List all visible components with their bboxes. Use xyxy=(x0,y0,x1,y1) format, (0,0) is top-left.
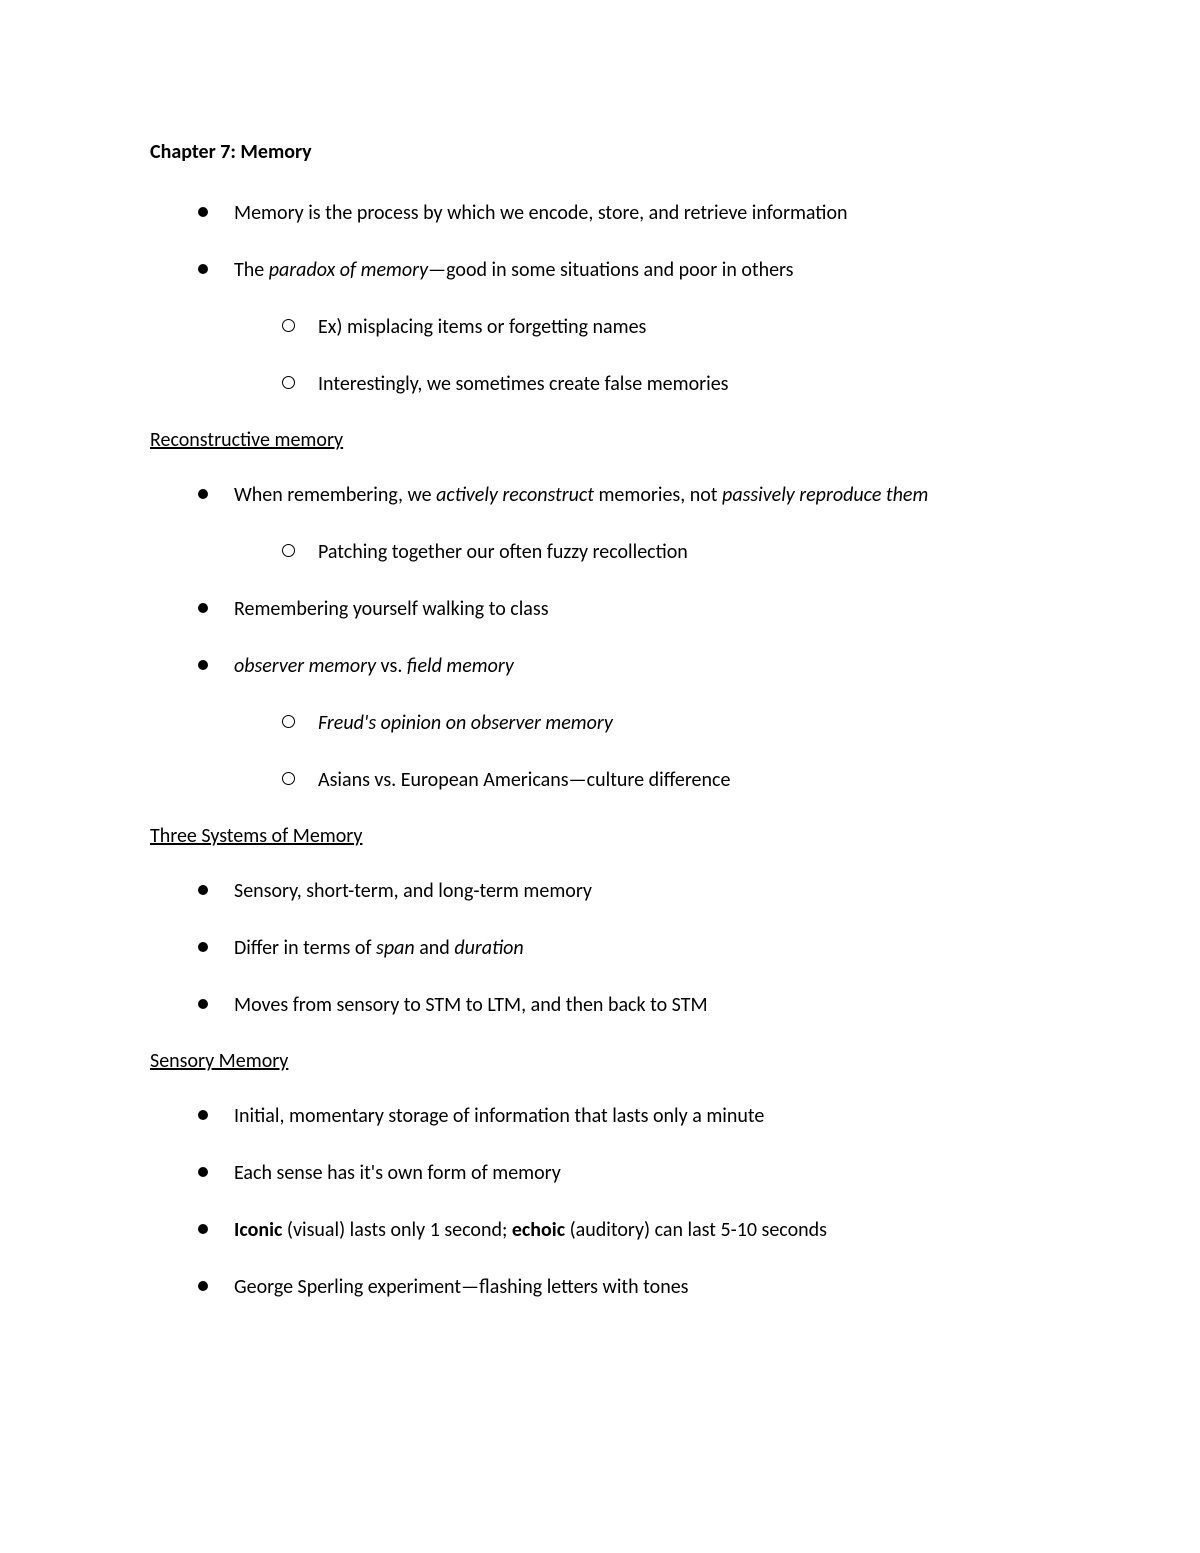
text-segment: paradox of memory xyxy=(269,258,428,282)
bullet-text: Sensory, short-term, and long-term memor… xyxy=(234,879,592,903)
bullet-item: Memory is the process by which we encode… xyxy=(198,200,1050,227)
text-segment: Differ in terms of xyxy=(234,936,376,960)
bullet-text: Initial, momentary storage of informatio… xyxy=(234,1104,764,1128)
bullet-item: Each sense has it's own form of memory xyxy=(198,1160,1050,1187)
text-segment: (visual) lasts only 1 second; xyxy=(282,1218,511,1242)
bullet-text: Each sense has it's own form of memory xyxy=(234,1161,561,1185)
section-bullet-list: When remembering, we actively reconstruc… xyxy=(150,482,1050,794)
document-page: Chapter 7: Memory Memory is the process … xyxy=(0,0,1200,1553)
bullet-item: Initial, momentary storage of informatio… xyxy=(198,1103,1050,1130)
text-segment: When remembering, we xyxy=(234,483,436,507)
text-segment: —good in some situations and poor in oth… xyxy=(428,258,794,282)
bullet-item: Iconic (visual) lasts only 1 second; ech… xyxy=(198,1217,1050,1244)
intro-list: Memory is the process by which we encode… xyxy=(150,200,1050,398)
bullet-item: Sensory, short-term, and long-term memor… xyxy=(198,878,1050,905)
bullet-item: George Sperling experiment—flashing lett… xyxy=(198,1274,1050,1301)
text-segment: memories, not xyxy=(594,483,722,507)
section-heading: Reconstructive memory xyxy=(150,428,1050,452)
sub-bullet-item: Interestingly, we sometimes create false… xyxy=(282,371,1050,398)
bullet-text: Interestingly, we sometimes create false… xyxy=(318,372,728,396)
section-heading: Three Systems of Memory xyxy=(150,824,1050,848)
text-segment: field memory xyxy=(407,654,514,678)
sub-bullet-item: Asians vs. European Americans—culture di… xyxy=(282,767,1050,794)
bullet-text: George Sperling experiment—flashing lett… xyxy=(234,1275,688,1299)
section-heading: Sensory Memory xyxy=(150,1049,1050,1073)
text-segment: observer memory xyxy=(234,654,376,678)
section-bullet-list: Initial, momentary storage of informatio… xyxy=(150,1103,1050,1301)
bullet-item: observer memory vs. field memory Freud's … xyxy=(198,653,1050,794)
text-segment: The xyxy=(234,258,269,282)
bullet-text: Ex) misplacing items or forgetting names xyxy=(318,315,646,339)
text-segment: actively reconstruct xyxy=(436,483,594,507)
bullet-item: Remembering yourself walking to class xyxy=(198,596,1050,623)
bullet-item: Differ in terms of span and duration xyxy=(198,935,1050,962)
bullet-text: Memory is the process by which we encode… xyxy=(234,201,848,225)
sub-bullet-list: Freud's opinion on observer memory Asians… xyxy=(234,710,1050,794)
text-segment: passively reproduce them xyxy=(722,483,928,507)
bullet-text: Patching together our often fuzzy recoll… xyxy=(318,540,688,564)
bullet-text: Asians vs. European Americans—culture di… xyxy=(318,768,730,792)
sub-bullet-list: Ex) misplacing items or forgetting names… xyxy=(234,314,1050,398)
bullet-item: Moves from sensory to STM to LTM, and th… xyxy=(198,992,1050,1019)
bullet-item: When remembering, we actively reconstruc… xyxy=(198,482,1050,566)
sub-bullet-item: Freud's opinion on observer memory xyxy=(282,710,1050,737)
sub-bullet-item: Ex) misplacing items or forgetting names xyxy=(282,314,1050,341)
text-segment: and xyxy=(415,936,455,960)
sub-bullet-item: Patching together our often fuzzy recoll… xyxy=(282,539,1050,566)
bullet-item: The paradox of memory—good in some situa… xyxy=(198,257,1050,398)
text-segment: (auditory) can last 5-10 seconds xyxy=(565,1218,827,1242)
bullet-text: Remembering yourself walking to class xyxy=(234,597,549,621)
text-segment: echoic xyxy=(512,1218,565,1242)
text-segment: vs. xyxy=(376,654,407,678)
chapter-title: Chapter 7: Memory xyxy=(150,140,1050,164)
text-segment: duration xyxy=(454,936,523,960)
sub-bullet-list: Patching together our often fuzzy recoll… xyxy=(234,539,1050,566)
section-bullet-list: Sensory, short-term, and long-term memor… xyxy=(150,878,1050,1019)
text-segment: span xyxy=(376,936,415,960)
text-segment: Freud's opinion on observer memory xyxy=(318,711,613,735)
bullet-text: Moves from sensory to STM to LTM, and th… xyxy=(234,993,708,1017)
text-segment: Iconic xyxy=(234,1218,282,1242)
